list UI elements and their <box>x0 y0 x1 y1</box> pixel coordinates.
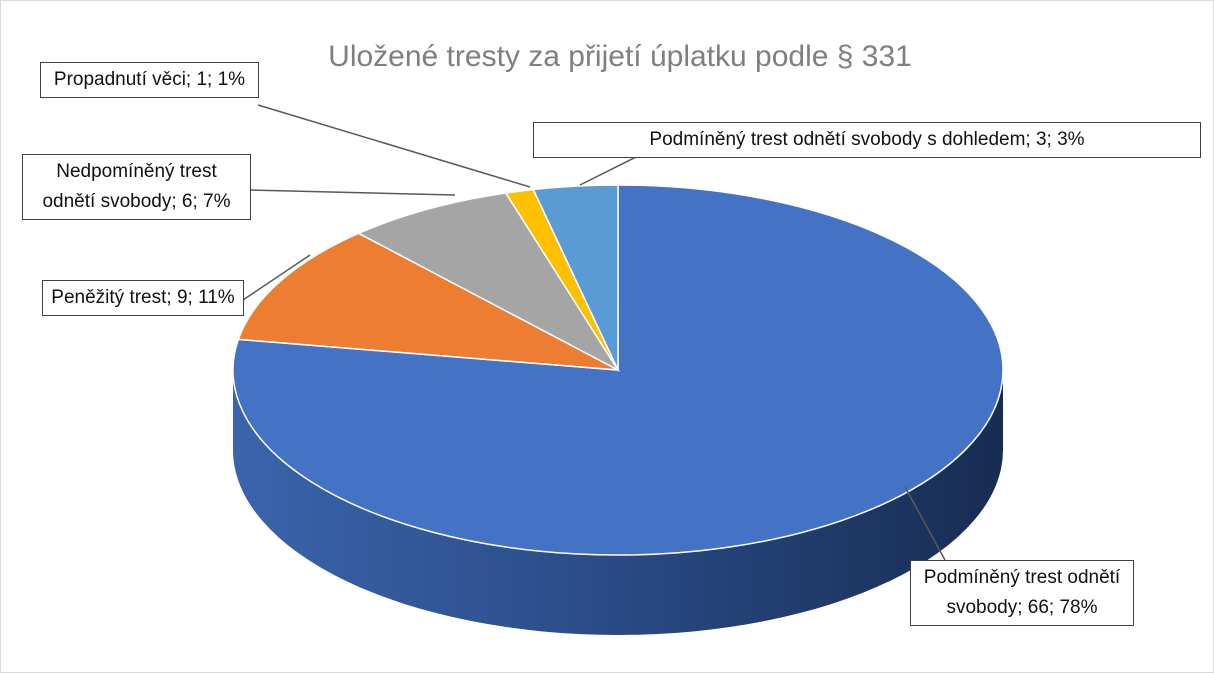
data-label: Propadnutí věci; 1; 1% <box>40 62 259 98</box>
pie-slice <box>356 192 621 372</box>
data-label: Nedpomíněný trest odnětí svobody; 6; 7% <box>22 154 251 220</box>
data-label: Peněžitý trest; 9; 11% <box>42 280 244 316</box>
pie-side <box>233 370 1003 635</box>
data-label: Podmíněný trest odnětí svobody; 66; 78% <box>910 560 1134 626</box>
leaders <box>242 104 946 561</box>
pie-slice <box>237 232 619 371</box>
leader-line <box>242 254 311 301</box>
leader-line <box>249 189 456 196</box>
leader-line <box>904 486 946 561</box>
pie <box>232 184 1004 635</box>
data-label: Podmíněný trest odnětí svobody s dohlede… <box>533 122 1201 158</box>
leader-line <box>579 154 641 186</box>
chart-title: Uložené tresty za přijetí úplatku podle … <box>328 40 912 73</box>
pie-slice <box>532 184 619 371</box>
leader-line <box>257 104 531 188</box>
